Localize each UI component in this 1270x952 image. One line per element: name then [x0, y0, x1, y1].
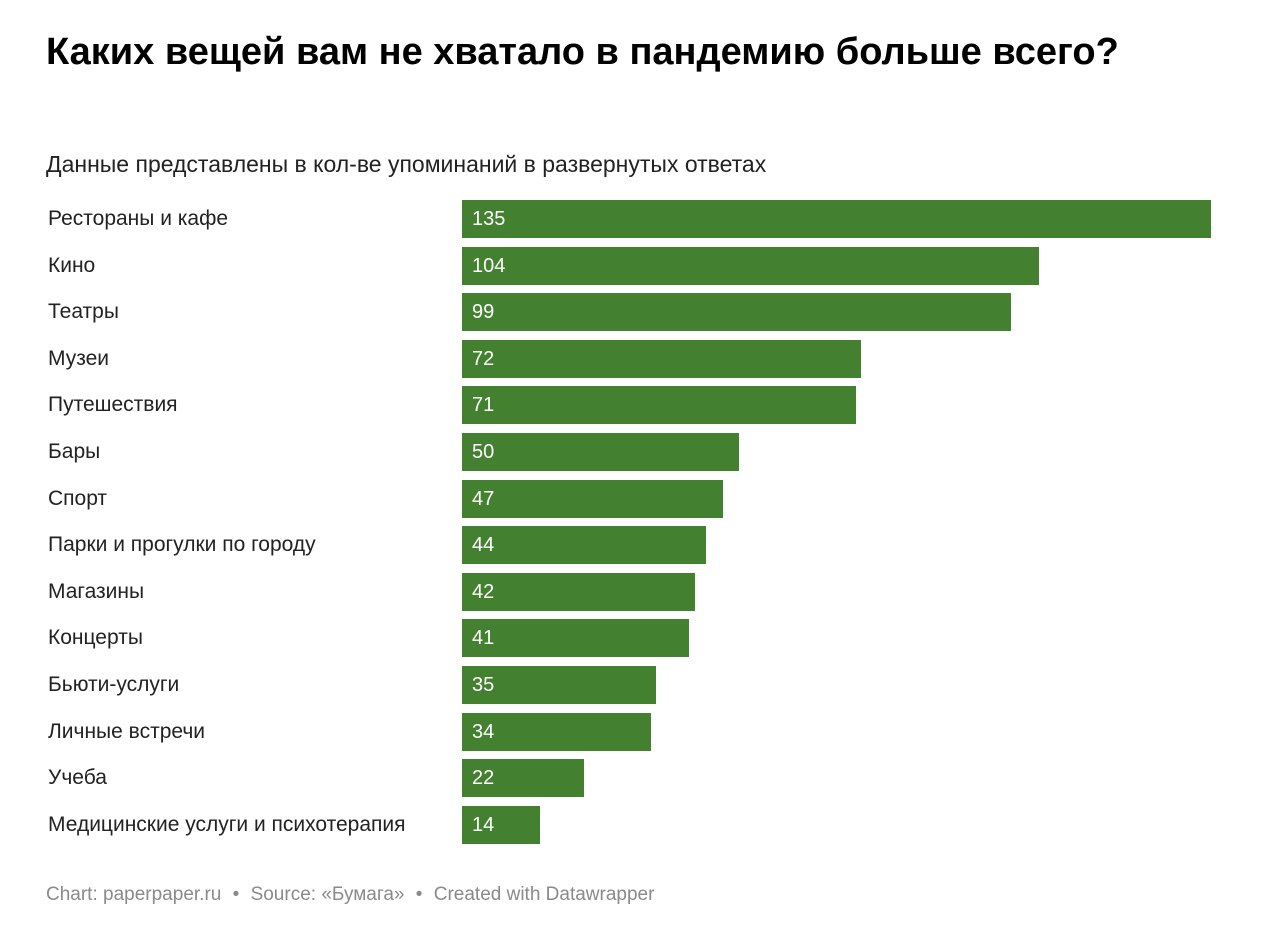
- bar-value-label: 22: [472, 767, 495, 790]
- bar-label: Магазины: [48, 579, 145, 603]
- bar-label: Кино: [48, 253, 96, 277]
- chart-subtitle: Данные представлены в кол-ве упоминаний …: [46, 151, 767, 177]
- bar-value-label: 104: [472, 254, 506, 277]
- footer-created-with: Created with Datawrapper: [433, 884, 655, 905]
- bar-value-label: 44: [472, 534, 495, 557]
- bar: [462, 200, 1211, 238]
- bar-value-label: 135: [472, 208, 506, 230]
- footer-chart-credit: Chart: paperpaper.ru: [46, 884, 222, 905]
- bar-label: Учеба: [48, 766, 107, 790]
- footer-separator: •: [415, 884, 423, 905]
- chart-footer: Chart: paperpaper.ru • Source: «Бумага» …: [46, 882, 654, 908]
- bar: [462, 339, 862, 378]
- chart-title: Каких вещей вам не хватало в пандемию бо…: [46, 31, 1119, 73]
- bar-value-label: 72: [472, 347, 495, 370]
- bar: [462, 526, 707, 565]
- bar: [462, 433, 740, 471]
- bar-value-label: 34: [472, 720, 495, 743]
- bar-label: Путешествия: [48, 393, 178, 417]
- bar: [462, 572, 696, 611]
- bar-value-label: 99: [472, 301, 495, 324]
- bar-label: Спорт: [48, 486, 108, 510]
- bar-value-label: 71: [472, 394, 495, 417]
- bar-value-label: 41: [472, 627, 495, 650]
- bar: [462, 666, 657, 704]
- bar-label: Концерты: [48, 626, 143, 650]
- bar-label: Музеи: [48, 346, 110, 370]
- bar: [462, 293, 1012, 332]
- bar-value-label: 42: [472, 580, 495, 603]
- bar: [462, 759, 585, 798]
- bar: [462, 805, 540, 844]
- footer-separator: •: [232, 884, 240, 905]
- bar: [462, 246, 1039, 285]
- bar-label: Личные встречи: [48, 719, 206, 743]
- bar-label: Парки и прогулки по городу: [48, 533, 316, 557]
- bar: [462, 619, 690, 658]
- bar-label: Бьюти-услуги: [48, 673, 180, 696]
- bar: [462, 386, 856, 425]
- footer-source: Source: «Бумага»: [250, 884, 405, 905]
- bar-value-label: 35: [472, 674, 495, 696]
- bar: [462, 712, 651, 751]
- bar-label: Бары: [48, 440, 101, 463]
- bar-value-label: 14: [472, 813, 495, 836]
- bar-label: Медицинские услуги и психотерапия: [48, 812, 406, 836]
- bar: [462, 479, 723, 518]
- bar-label: Рестораны и кафе: [48, 207, 229, 230]
- bar-label: Театры: [48, 300, 119, 324]
- bar-value-label: 47: [472, 487, 495, 510]
- bar-value-label: 50: [472, 441, 495, 463]
